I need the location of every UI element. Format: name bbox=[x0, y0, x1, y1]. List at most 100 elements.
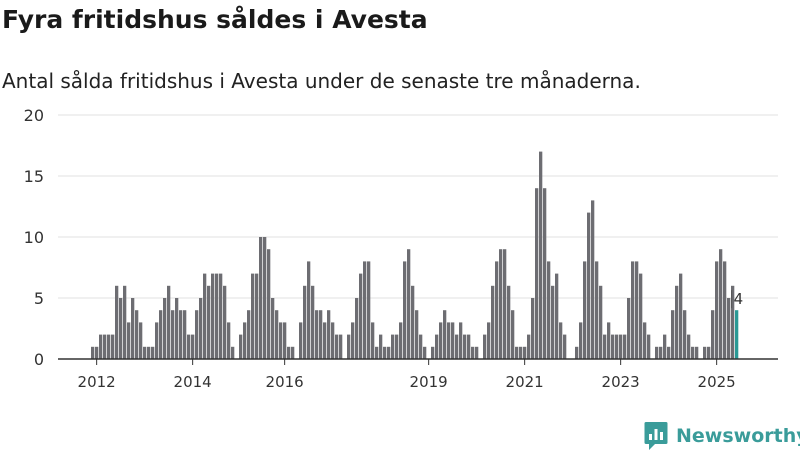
bar bbox=[503, 249, 507, 359]
bar bbox=[455, 334, 459, 359]
bar bbox=[595, 261, 599, 359]
bar bbox=[559, 322, 563, 359]
bar bbox=[587, 212, 591, 359]
bar bbox=[583, 261, 587, 359]
bar bbox=[635, 261, 639, 359]
bar bbox=[287, 346, 291, 359]
bar bbox=[363, 261, 367, 359]
bar bbox=[227, 322, 231, 359]
x-tick-label: 2019 bbox=[410, 373, 448, 391]
bar bbox=[175, 298, 179, 359]
x-tick-label: 2016 bbox=[266, 373, 304, 391]
bar bbox=[487, 322, 491, 359]
bar bbox=[711, 310, 715, 359]
bar bbox=[407, 249, 411, 359]
bar bbox=[667, 346, 671, 359]
bar bbox=[259, 237, 263, 359]
bar bbox=[599, 285, 603, 359]
bar-chart-logo-icon bbox=[644, 422, 668, 450]
bar bbox=[199, 298, 203, 359]
bar bbox=[467, 334, 471, 359]
bar bbox=[391, 334, 395, 359]
bar bbox=[483, 334, 487, 359]
bar bbox=[435, 334, 439, 359]
x-tick-label: 2021 bbox=[506, 373, 544, 391]
bar bbox=[655, 346, 659, 359]
bar bbox=[135, 310, 139, 359]
bar bbox=[619, 334, 623, 359]
bar bbox=[523, 346, 527, 359]
bar bbox=[283, 322, 287, 359]
bar bbox=[267, 249, 271, 359]
bar bbox=[535, 188, 539, 359]
bar bbox=[379, 334, 383, 359]
bar bbox=[347, 334, 351, 359]
bar bbox=[495, 261, 499, 359]
bar bbox=[475, 346, 479, 359]
bar bbox=[695, 346, 699, 359]
bar bbox=[251, 273, 255, 359]
y-tick-label: 0 bbox=[34, 350, 44, 369]
bar bbox=[515, 346, 519, 359]
bar bbox=[431, 346, 435, 359]
bar bbox=[683, 310, 687, 359]
bar bbox=[507, 285, 511, 359]
bar bbox=[191, 334, 195, 359]
x-tick-label: 2014 bbox=[174, 373, 212, 391]
bar bbox=[647, 334, 651, 359]
bar bbox=[615, 334, 619, 359]
bar bbox=[123, 285, 127, 359]
bar bbox=[439, 322, 443, 359]
bar-latest bbox=[735, 310, 739, 359]
bar bbox=[543, 188, 547, 359]
bar bbox=[607, 322, 611, 359]
bar bbox=[159, 310, 163, 359]
bar bbox=[263, 237, 267, 359]
bar bbox=[319, 310, 323, 359]
bar bbox=[375, 346, 379, 359]
bar bbox=[395, 334, 399, 359]
bar bbox=[687, 334, 691, 359]
bar bbox=[127, 322, 131, 359]
chart-title: Fyra fritidshus såldes i Avesta bbox=[2, 5, 428, 34]
bar bbox=[463, 334, 467, 359]
bar bbox=[639, 273, 643, 359]
y-tick-label: 5 bbox=[34, 289, 44, 308]
bar bbox=[727, 298, 731, 359]
bar bbox=[731, 285, 735, 359]
bar bbox=[167, 285, 171, 359]
bar bbox=[723, 261, 727, 359]
data-labels: 4 bbox=[731, 290, 743, 308]
y-tick-label: 20 bbox=[24, 106, 44, 125]
chart-subtitle: Antal sålda fritidshus i Avesta under de… bbox=[2, 69, 641, 93]
bar bbox=[351, 322, 355, 359]
bar bbox=[323, 322, 327, 359]
bar bbox=[143, 346, 147, 359]
bar bbox=[131, 298, 135, 359]
bar bbox=[691, 346, 695, 359]
bar bbox=[447, 322, 451, 359]
bar bbox=[303, 285, 307, 359]
bar bbox=[383, 346, 387, 359]
bar bbox=[311, 285, 315, 359]
bar-series bbox=[91, 151, 739, 359]
bar bbox=[291, 346, 295, 359]
bar bbox=[139, 322, 143, 359]
bar bbox=[403, 261, 407, 359]
bar bbox=[239, 334, 243, 359]
bar bbox=[339, 334, 343, 359]
bar bbox=[223, 285, 227, 359]
axes: 0 5 10 15 20 2012 2014 2016 2019 2021 2023 2025 bbox=[24, 106, 778, 391]
bar bbox=[195, 310, 199, 359]
bar bbox=[147, 346, 151, 359]
bar bbox=[299, 322, 303, 359]
y-tick-label: 15 bbox=[24, 167, 44, 186]
bar bbox=[271, 298, 275, 359]
bar bbox=[171, 310, 175, 359]
bar bbox=[95, 346, 99, 359]
bar bbox=[527, 334, 531, 359]
bar bbox=[603, 334, 607, 359]
bar-chart: 0 5 10 15 20 2012 2014 2016 2019 2021 2023 2025 4 bbox=[24, 106, 778, 391]
bar bbox=[671, 310, 675, 359]
x-tick-label: 2012 bbox=[78, 373, 116, 391]
